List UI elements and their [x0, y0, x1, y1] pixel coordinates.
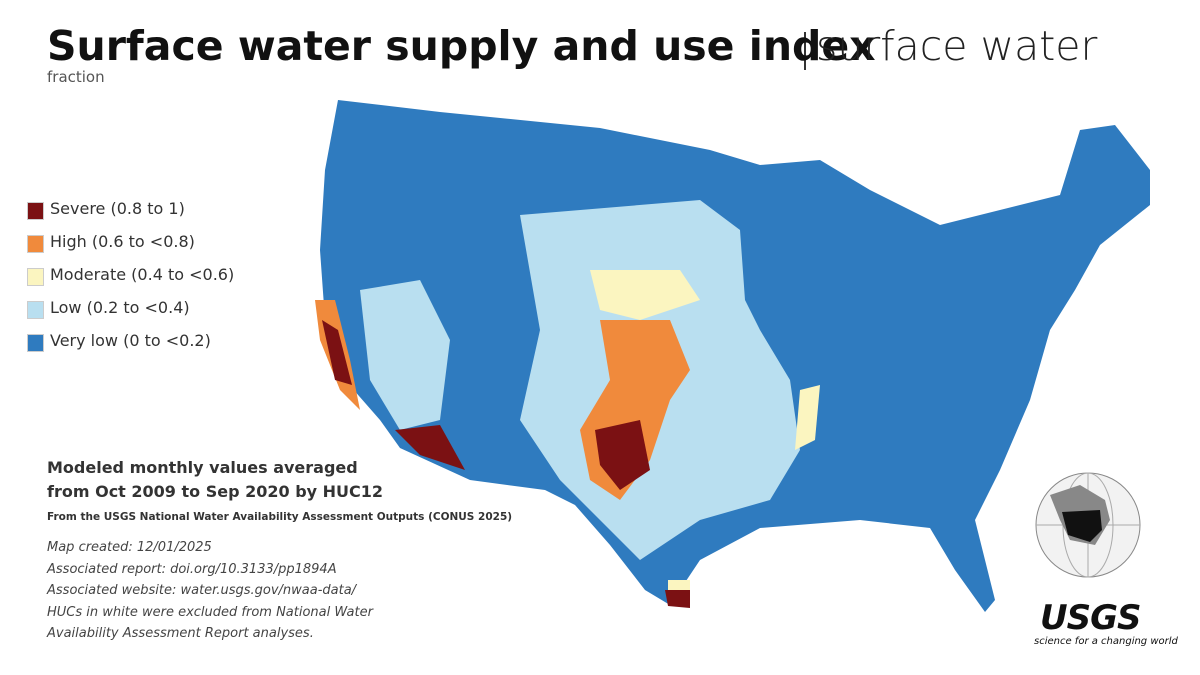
map-region	[795, 385, 820, 450]
map-region	[395, 425, 465, 470]
map-region	[590, 270, 700, 320]
notes-detail: Map created: 12/01/2025	[47, 540, 212, 555]
subtitle: fraction	[47, 68, 105, 86]
notes-detail: Availability Assessment Report analyses.	[47, 626, 314, 641]
map-region	[665, 590, 690, 608]
notes-detail: Associated report: doi.org/10.3133/pp189…	[47, 561, 337, 577]
notes-detail: Associated website: water.usgs.gov/nwaa-…	[47, 583, 357, 598]
legend-label: Moderate (0.4 to <0.6)	[50, 265, 235, 284]
title-suffix: surface water	[816, 22, 1098, 70]
legend-label: Very low (0 to <0.2)	[50, 331, 211, 350]
legend-label: High (0.6 to <0.8)	[50, 232, 195, 251]
notes-source: From the USGS National Water Availabilit…	[47, 511, 513, 523]
logo-name: USGS	[1040, 598, 1141, 638]
title: Surface water supply and use index	[47, 22, 876, 70]
legend-swatch	[27, 202, 44, 220]
map-patches	[315, 200, 820, 608]
legend-label: Severe (0.8 to 1)	[50, 199, 185, 218]
map-region	[322, 320, 352, 385]
logo-tagline: science for a changing world	[1034, 636, 1178, 647]
legend-swatch	[27, 301, 44, 319]
map-region	[360, 280, 450, 430]
globe	[1035, 472, 1141, 578]
notes-heading: from Oct 2009 to Sep 2020 by HUC12	[47, 482, 384, 501]
legend-swatch	[27, 268, 44, 286]
notes-detail: HUCs in white were excluded from Nationa…	[47, 604, 373, 620]
map-region	[668, 580, 690, 590]
legend-swatch	[27, 334, 44, 352]
legend-label: Low (0.2 to <0.4)	[50, 298, 190, 317]
legend-swatch	[27, 235, 44, 253]
notes-heading: Modeled monthly values averaged	[47, 458, 358, 477]
map-region	[595, 420, 650, 490]
